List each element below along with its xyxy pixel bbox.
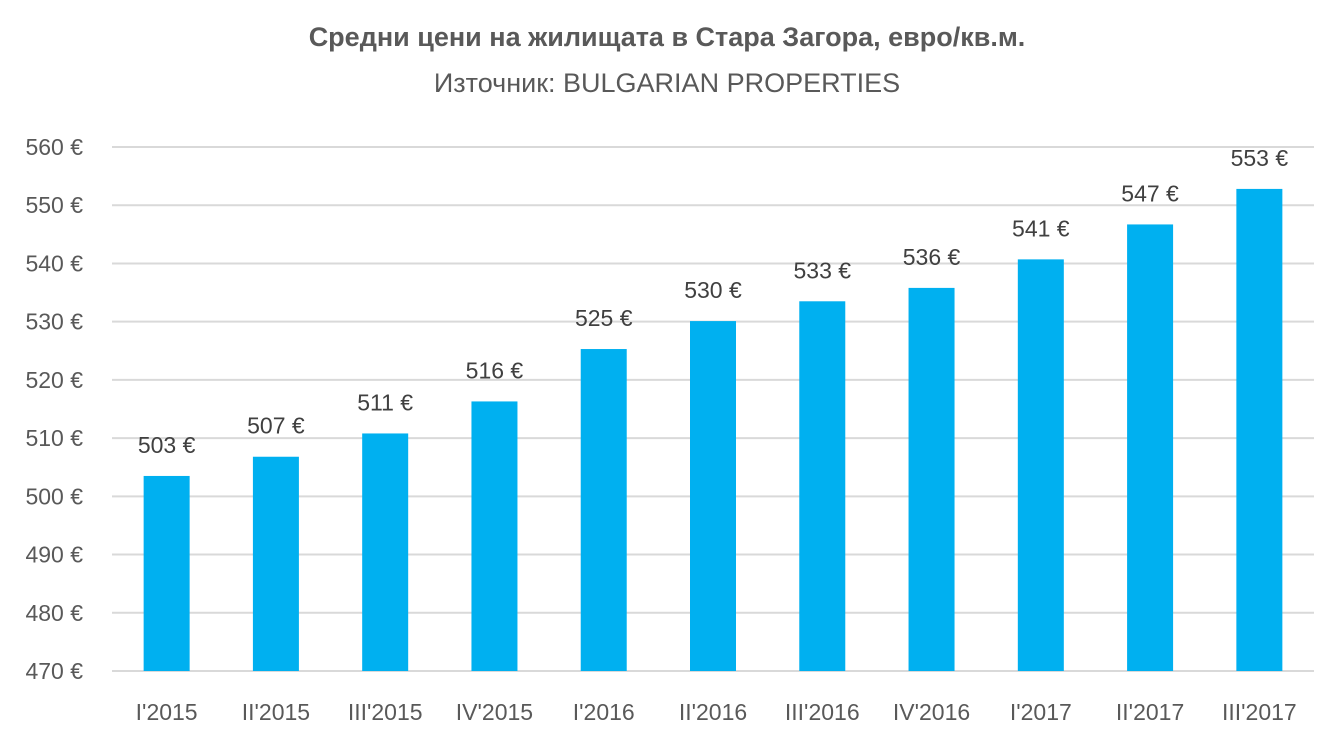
y-tick-label: 490 € (25, 542, 83, 568)
x-tick-label: IV'2015 (456, 699, 533, 725)
x-tick-label: III'2015 (348, 699, 423, 725)
data-label: 503 € (138, 432, 196, 458)
bar (580, 349, 627, 671)
data-label: 516 € (466, 357, 524, 383)
y-tick-label: 480 € (25, 600, 83, 626)
data-label: 525 € (575, 305, 633, 331)
x-tick-label: II'2015 (242, 699, 310, 725)
bar (252, 456, 299, 671)
bar (471, 401, 518, 671)
bar (799, 301, 846, 671)
data-label: 507 € (247, 413, 305, 439)
y-tick-label: 510 € (25, 425, 83, 451)
data-label: 547 € (1121, 180, 1179, 206)
chart-subtitle: Източник: BULGARIAN PROPERTIES (433, 68, 901, 98)
chart-title: Средни цени на жилищата в Стара Загора, … (308, 22, 1026, 52)
bar (143, 475, 190, 671)
y-tick-label: 560 € (25, 134, 83, 160)
y-tick-label: 530 € (25, 309, 83, 335)
data-label: 511 € (357, 389, 413, 415)
y-tick-label: 470 € (25, 658, 83, 684)
x-tick-label: III'2017 (1222, 699, 1297, 725)
data-label: 541 € (1012, 215, 1070, 241)
bar (908, 287, 955, 671)
x-tick-label: I'2015 (136, 699, 198, 725)
bar (1236, 188, 1283, 672)
data-label: 533 € (793, 257, 851, 283)
x-tick-label: I'2017 (1010, 699, 1072, 725)
data-label: 553 € (1231, 145, 1289, 171)
y-tick-label: 520 € (25, 367, 83, 393)
bar (1127, 224, 1174, 672)
x-tick-label: IV'2016 (893, 699, 970, 725)
data-label: 530 € (684, 277, 742, 303)
bar (362, 433, 409, 671)
x-tick-label: II'2016 (679, 699, 747, 725)
x-tick-label: II'2017 (1116, 699, 1184, 725)
y-tick-label: 550 € (25, 192, 83, 218)
data-label: 536 € (903, 244, 961, 270)
x-tick-label: I'2016 (573, 699, 635, 725)
y-tick-label: 500 € (25, 483, 83, 509)
x-tick-label: III'2016 (785, 699, 860, 725)
bar (690, 321, 736, 671)
y-tick-label: 540 € (25, 250, 83, 276)
bar (1017, 259, 1064, 671)
